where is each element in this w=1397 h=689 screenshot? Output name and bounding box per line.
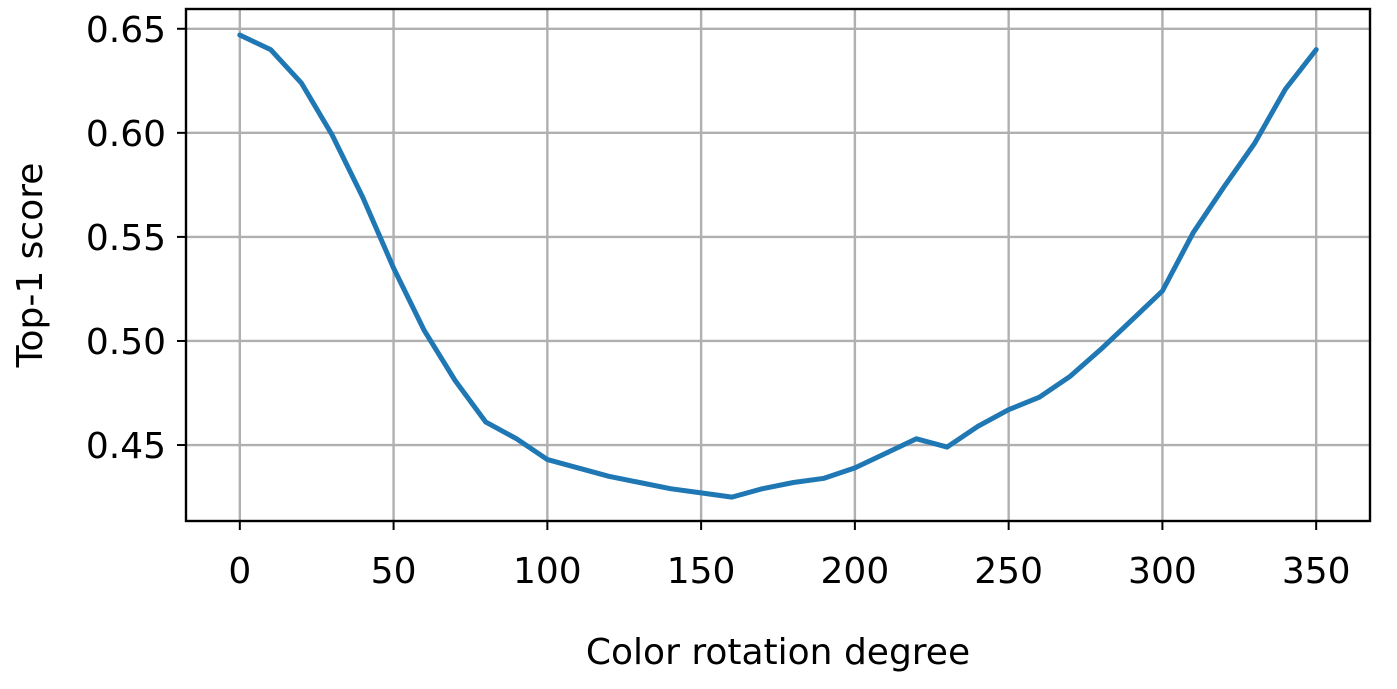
y-axis-title: Top-1 score (10, 163, 51, 369)
y-gridlines (186, 27, 1370, 447)
x-tick-label: 300 (1128, 551, 1197, 592)
series-line (237, 32, 1319, 500)
x-tick-label: 250 (974, 551, 1043, 592)
y-tick-label: 0.45 (86, 426, 166, 467)
plot-frame (184, 7, 1372, 523)
x-axis-title: Color rotation degree (586, 632, 970, 673)
y-tick-label: 0.50 (86, 322, 166, 363)
y-tick-label: 0.60 (86, 114, 166, 155)
x-gridlines (238, 9, 1318, 521)
x-tick-label: 200 (821, 551, 890, 592)
y-axis-ticks: 0.45 0.50 0.55 0.60 0.65 (86, 10, 186, 467)
x-tick-label: 0 (228, 551, 251, 592)
y-tick-label: 0.65 (86, 10, 166, 51)
x-tick-label: 100 (513, 551, 582, 592)
x-tick-label: 150 (667, 551, 736, 592)
x-tick-label: 50 (371, 551, 417, 592)
x-tick-label: 350 (1282, 551, 1351, 592)
y-tick-label: 0.55 (86, 218, 166, 259)
x-axis-ticks: 0 50 100 150 200 250 300 350 (228, 521, 1351, 592)
series-group (237, 32, 1319, 500)
